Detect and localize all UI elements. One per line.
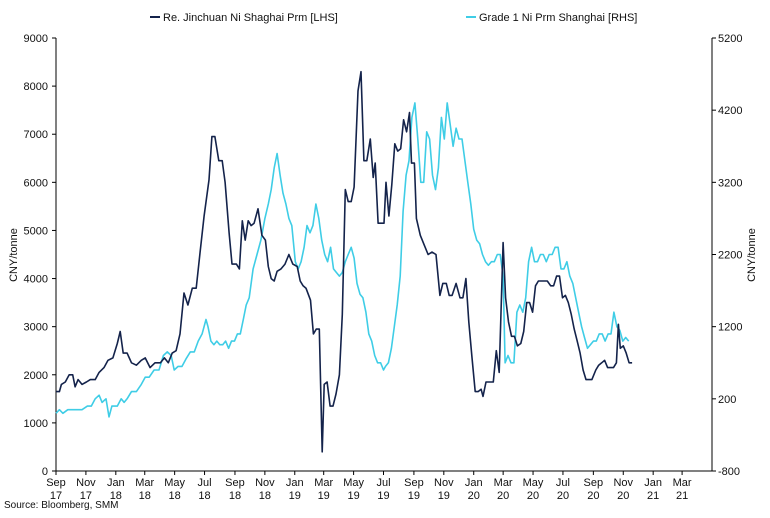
x-tick-label-month: Jan <box>107 477 125 489</box>
series-line-jinchuan-lhs <box>56 70 633 453</box>
y-tick-label-right: -800 <box>718 466 740 478</box>
x-tick-label-month: Nov <box>434 477 454 489</box>
source-note: Source: Bloomberg, SMM <box>4 500 119 511</box>
x-tick-label-month: Jul <box>376 477 390 489</box>
x-tick-label-month: Nov <box>613 477 633 489</box>
y-tick-label-left: 7000 <box>24 129 48 141</box>
x-tick-label-month: Nov <box>255 477 275 489</box>
y-tick-label-right: 1200 <box>718 322 742 334</box>
x-tick-label-month: Mar <box>135 477 154 489</box>
x-tick-label-month: Jul <box>198 477 212 489</box>
x-tick-label-month: May <box>343 477 364 489</box>
x-tick-label-month: Mar <box>494 477 513 489</box>
y-tick-label-left: 1000 <box>24 418 48 430</box>
y-tick-label-left: 6000 <box>24 177 48 189</box>
x-tick-label-year: 20 <box>587 490 599 502</box>
x-tick-label-year: 20 <box>557 490 569 502</box>
legend-label-grade1: Grade 1 Ni Prm Shanghai [RHS] <box>479 12 637 24</box>
x-tick-label-year: 18 <box>259 490 271 502</box>
y-tick-label-right: 5200 <box>718 33 742 45</box>
x-tick-label-month: Jan <box>286 477 304 489</box>
x-tick-label-year: 17 <box>80 490 92 502</box>
y-tick-label-right: 200 <box>718 394 736 406</box>
x-tick-label-month: May <box>523 477 544 489</box>
axes: 0 1000 2000 3000 4000 5000 6000 7000 8000 9000 -80… <box>24 33 743 502</box>
x-tick-label-year: 18 <box>139 490 151 502</box>
x-tick-label-month: Sep <box>46 477 66 489</box>
x-tick-label-month: Sep <box>404 477 424 489</box>
y-tick-label-left: 0 <box>42 466 48 478</box>
y-tick-label-left: 3000 <box>24 322 48 334</box>
x-tick-label-year: 19 <box>289 490 301 502</box>
y-tick-label-right: 2200 <box>718 250 742 262</box>
legend: Re. Jinchuan Ni Shaghai Prm [LHS] Grade … <box>150 12 637 24</box>
x-tick-label-year: 21 <box>676 490 688 502</box>
x-tick-label-month: Mar <box>314 477 333 489</box>
y-tick-label-left: 4000 <box>24 274 48 286</box>
x-tick-label-year: 19 <box>347 490 359 502</box>
x-tick-label-month: May <box>164 477 185 489</box>
x-tick-label-year: 18 <box>110 490 122 502</box>
y-tick-label-left: 2000 <box>24 370 48 382</box>
y-tick-label-right: 4200 <box>718 105 742 117</box>
x-tick-label-year: 19 <box>408 490 420 502</box>
x-tick-label-year: 20 <box>468 490 480 502</box>
x-tick-label-year: 18 <box>198 490 210 502</box>
y-tick-label-left: 8000 <box>24 81 48 93</box>
x-tick-label-year: 20 <box>527 490 539 502</box>
x-tick-label-month: Nov <box>76 477 96 489</box>
y-axis-title-right: CNY/tonne <box>746 228 758 282</box>
y-tick-label-left: 9000 <box>24 33 48 45</box>
x-tick-label-year: 21 <box>647 490 659 502</box>
x-tick-label-month: Mar <box>673 477 692 489</box>
x-tick-label-month: Sep <box>225 477 245 489</box>
x-tick-label-year: 17 <box>50 490 62 502</box>
x-tick-label-month: Jan <box>465 477 483 489</box>
x-tick-label-year: 19 <box>438 490 450 502</box>
series-layer <box>55 70 633 453</box>
series-line-grade1-rhs <box>55 102 630 418</box>
x-tick-label-year: 20 <box>617 490 629 502</box>
x-tick-label-year: 19 <box>377 490 389 502</box>
y-axis-title-left: CNY/tonne <box>8 228 20 282</box>
x-tick-label-year: 18 <box>169 490 181 502</box>
y-tick-label-left: 5000 <box>24 225 48 237</box>
x-tick-label-month: Sep <box>584 477 604 489</box>
x-tick-label-year: 20 <box>497 490 509 502</box>
x-tick-label-year: 19 <box>318 490 330 502</box>
x-tick-label-year: 18 <box>229 490 241 502</box>
x-tick-label-month: Jan <box>644 477 662 489</box>
y-tick-label-right: 3200 <box>718 177 742 189</box>
x-tick-label-month: Jul <box>556 477 570 489</box>
legend-label-jinchuan: Re. Jinchuan Ni Shaghai Prm [LHS] <box>163 12 338 24</box>
